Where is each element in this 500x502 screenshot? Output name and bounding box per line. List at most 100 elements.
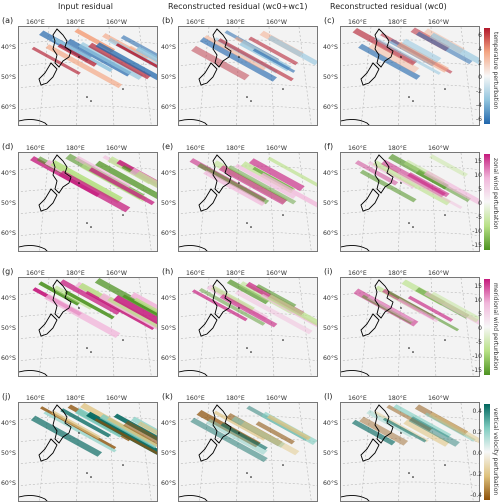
meridian-line	[38, 153, 50, 251]
island-dot	[282, 464, 284, 466]
perturbation-band	[382, 417, 427, 443]
lon-tick-label: 160°E	[348, 19, 367, 26]
map-panel	[178, 277, 318, 377]
lat-tick-label: 40°S	[161, 170, 176, 177]
map-svg	[19, 278, 157, 376]
perturbation-band	[38, 281, 80, 306]
colorbar-tick-label: -5	[476, 339, 482, 346]
perturbation-band	[217, 38, 294, 82]
parallel-line	[19, 459, 157, 465]
colorbar-tick-label: 5	[478, 311, 482, 318]
meridian-line	[360, 27, 372, 125]
perturbation-band	[415, 169, 471, 202]
colorbar-tick-label: -2	[476, 88, 482, 95]
meridian-line	[138, 27, 152, 125]
meridian-line	[460, 27, 474, 125]
meridian-line	[108, 27, 115, 125]
parallel-line	[19, 83, 157, 89]
perturbation-band	[393, 404, 452, 438]
island-dot	[238, 307, 240, 309]
meridian-line	[398, 403, 402, 501]
coastline-south-island	[360, 188, 380, 212]
map-svg	[341, 278, 479, 376]
coastline-antarctica	[341, 244, 370, 251]
coastline-antarctica	[19, 118, 48, 125]
colorbar-tick-label: -5	[476, 214, 482, 221]
panel-letter: (c)	[324, 16, 335, 25]
meridian-line	[76, 27, 80, 125]
island-dot	[86, 96, 88, 98]
island-dot	[78, 432, 80, 434]
perturbation-band	[428, 412, 479, 444]
island-dot	[90, 351, 92, 353]
lat-tick-label: 60°S	[323, 230, 338, 237]
perturbation-band	[396, 41, 449, 73]
panel-letter: (h)	[162, 267, 174, 276]
lat-tick-label: 50°S	[1, 74, 16, 81]
lat-tick-label: 40°S	[323, 170, 338, 177]
parallel-line	[19, 481, 157, 487]
perturbation-band	[351, 419, 396, 446]
coastline-south-island	[38, 188, 58, 212]
coastline-north-island	[374, 154, 394, 194]
meridian-line	[298, 27, 312, 125]
lat-tick-label: 50°S	[161, 200, 176, 207]
panel-letter: (b)	[162, 16, 174, 25]
map-svg	[19, 27, 157, 125]
perturbation-band	[226, 279, 270, 305]
meridian-line	[76, 153, 80, 251]
lat-tick-label: 50°S	[161, 450, 176, 457]
colorbar-label: zonal wind perturbation	[492, 158, 499, 230]
colorbar-tick-label: 4	[478, 46, 482, 53]
coastline-antarctica	[341, 494, 370, 501]
coastline-south-island	[38, 313, 58, 337]
meridian-line	[138, 278, 152, 376]
perturbation-band	[423, 170, 479, 206]
lon-tick-label: 160°W	[266, 19, 288, 26]
colorbar-tick-label: 5	[478, 186, 482, 193]
lat-tick-label: 50°S	[323, 200, 338, 207]
perturbation-band	[267, 294, 317, 326]
lon-tick-label: 160°W	[266, 270, 288, 277]
perturbation-band	[407, 172, 450, 198]
island-dot	[400, 182, 402, 184]
meridian-line	[268, 27, 275, 125]
perturbation-band	[429, 32, 479, 65]
meridian-line	[298, 153, 312, 251]
map-panel	[340, 277, 480, 377]
coastline-antarctica	[179, 494, 208, 501]
perturbation-band	[58, 170, 131, 213]
perturbation-band	[354, 160, 399, 186]
lat-tick-label: 50°S	[1, 325, 16, 332]
lat-tick-label: 60°S	[323, 355, 338, 362]
coastline-north-island	[212, 154, 232, 194]
perturbation-band	[57, 43, 97, 67]
lat-tick-label: 50°S	[161, 325, 176, 332]
meridian-line	[236, 27, 240, 125]
panel-letter: (k)	[162, 392, 173, 401]
lon-tick-label: 160°W	[106, 19, 128, 26]
colorbar-label: temperature perturbation	[492, 32, 499, 110]
map-svg	[19, 403, 157, 501]
perturbation-band	[60, 408, 111, 438]
map-panel	[18, 277, 158, 377]
perturbation-band	[74, 155, 132, 189]
island-dot	[408, 347, 410, 349]
map-area	[340, 26, 480, 126]
lat-tick-label: 60°S	[323, 480, 338, 487]
perturbation-band	[374, 37, 441, 75]
perturbation-band	[424, 412, 476, 442]
parallel-line	[341, 105, 479, 111]
lat-tick-label: 40°S	[323, 420, 338, 427]
lon-tick-label: 160°E	[186, 145, 205, 152]
island-dot	[444, 214, 446, 216]
perturbation-band	[30, 415, 103, 457]
parallel-line	[179, 356, 317, 362]
lon-tick-label: 180°E	[388, 395, 407, 402]
perturbation-band	[134, 171, 157, 189]
lon-tick-label: 160°W	[428, 270, 450, 277]
lon-tick-label: 180°E	[388, 145, 407, 152]
lat-tick-label: 40°S	[161, 295, 176, 302]
map-svg	[179, 27, 317, 125]
perturbation-band	[396, 298, 439, 323]
